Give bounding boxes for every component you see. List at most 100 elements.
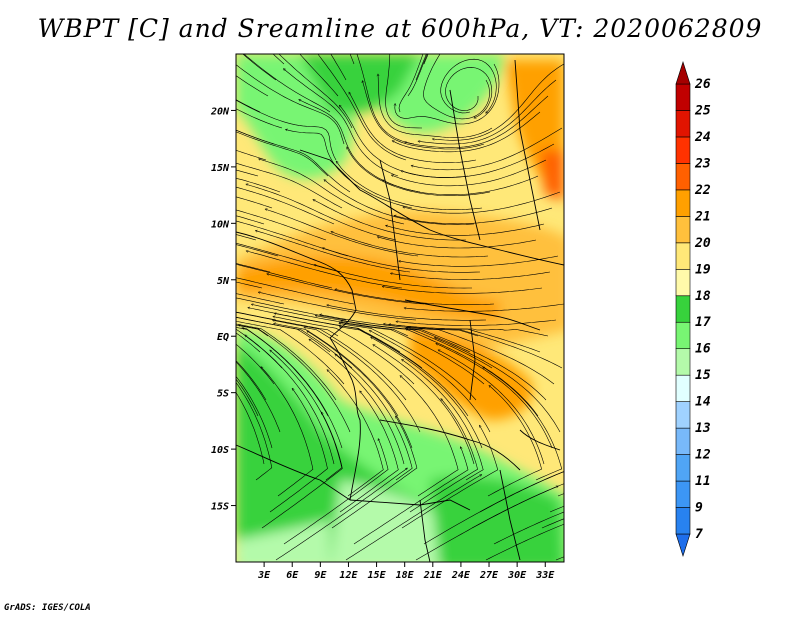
colorbar-segment — [675, 163, 691, 191]
colorbar-upper-arrow — [675, 61, 691, 85]
streamline — [485, 523, 564, 561]
streamline — [370, 331, 491, 433]
streamline — [307, 331, 413, 449]
streamline — [245, 335, 335, 465]
border-line — [514, 59, 541, 231]
lat-tick-label: 20N — [210, 106, 230, 117]
streamline — [236, 178, 281, 193]
streamline — [236, 162, 343, 209]
streamline — [555, 556, 564, 561]
lat-tick-label: 15N — [211, 163, 230, 174]
border-line — [499, 469, 521, 561]
streamline — [283, 439, 389, 545]
streamline — [236, 108, 283, 129]
streamline — [403, 191, 561, 214]
streamline — [487, 386, 542, 497]
streamline — [340, 106, 469, 178]
streamline — [309, 339, 405, 465]
streamline — [331, 232, 489, 258]
streamline — [314, 265, 472, 289]
streamline — [396, 319, 557, 326]
streamline — [259, 159, 405, 225]
lon-tick-label: 33E — [535, 570, 555, 581]
streamline — [236, 282, 263, 289]
colorbar-segment — [675, 507, 691, 535]
streamline — [423, 54, 429, 65]
colorbar-label: 22 — [694, 183, 711, 198]
streamline — [299, 54, 339, 97]
streamline — [483, 367, 563, 481]
streamline — [445, 67, 493, 118]
streamline — [236, 75, 269, 97]
streamline — [236, 244, 279, 257]
colorbar-segment — [675, 295, 691, 323]
streamline — [272, 54, 285, 65]
colorbar-label: 15 — [695, 368, 711, 383]
streamline — [395, 63, 500, 125]
streamline — [331, 416, 418, 529]
streamline — [407, 54, 428, 97]
streamline — [493, 511, 564, 545]
colorbar-label: 23 — [694, 156, 711, 171]
colorbar-label: 19 — [695, 262, 711, 277]
streamline — [243, 54, 331, 113]
border-line — [379, 419, 521, 471]
colorbar-segment — [675, 110, 691, 138]
colorbar-segment — [675, 268, 691, 297]
streamline — [269, 389, 328, 513]
lat-tick-label: 5N — [217, 276, 230, 287]
streamline — [236, 332, 261, 353]
streamline — [236, 242, 341, 273]
lon-tick-label: 15E — [368, 570, 387, 581]
map-frame — [235, 53, 565, 563]
streamline — [327, 305, 487, 321]
streamline — [392, 159, 547, 187]
streamline — [324, 180, 475, 225]
streamline — [339, 324, 477, 401]
streamline — [347, 147, 491, 196]
map-title: WBPT [C] and Sreamline at 600hPa, VT: 20… — [37, 14, 763, 43]
streamline — [345, 475, 481, 561]
colorbar-segment — [675, 480, 691, 508]
colorbar-label: 12 — [695, 448, 711, 463]
colorbar-label: 26 — [694, 77, 711, 92]
streamline — [409, 399, 478, 513]
streamline — [261, 412, 343, 529]
lon-tick-label: 24E — [451, 570, 471, 581]
streamline — [236, 277, 355, 305]
colorbar-segment — [675, 83, 691, 111]
streamline — [383, 287, 543, 294]
streamline — [242, 328, 343, 449]
streamline — [433, 63, 564, 141]
streamline — [267, 274, 425, 305]
streamline — [386, 223, 545, 236]
streamline — [340, 327, 469, 417]
colorbar-label: 16 — [695, 342, 711, 357]
lat-tick-label: EQ — [217, 332, 229, 343]
streamline — [236, 391, 265, 465]
streamline — [236, 360, 267, 401]
streamline — [398, 54, 424, 113]
border-line — [519, 429, 561, 451]
lon-tick-label: 27E — [479, 570, 499, 581]
streamline — [236, 378, 259, 417]
streamline — [270, 350, 343, 481]
streamline — [236, 209, 327, 241]
lat-tick-label: 15S — [211, 502, 229, 513]
streamline — [278, 54, 353, 129]
streamline — [557, 493, 564, 497]
temperature-region — [430, 476, 564, 562]
streamline — [236, 64, 345, 145]
streamline — [391, 271, 551, 280]
streamline — [407, 328, 555, 385]
streamline — [236, 234, 257, 241]
colorbar-label: 14 — [695, 395, 711, 410]
colorbar-label: 9 — [695, 501, 703, 516]
lon-tick-label: 9E — [314, 570, 327, 581]
colorbar-label: 11 — [695, 474, 711, 489]
colorbar-segment — [675, 374, 691, 402]
map-plot-area — [236, 54, 564, 562]
longitude-axis: 3E 6E 9E 12E 15E 18E 21E 24E 27E 30E 33E — [257, 562, 555, 581]
streamline — [394, 207, 553, 225]
streamline — [236, 129, 351, 193]
